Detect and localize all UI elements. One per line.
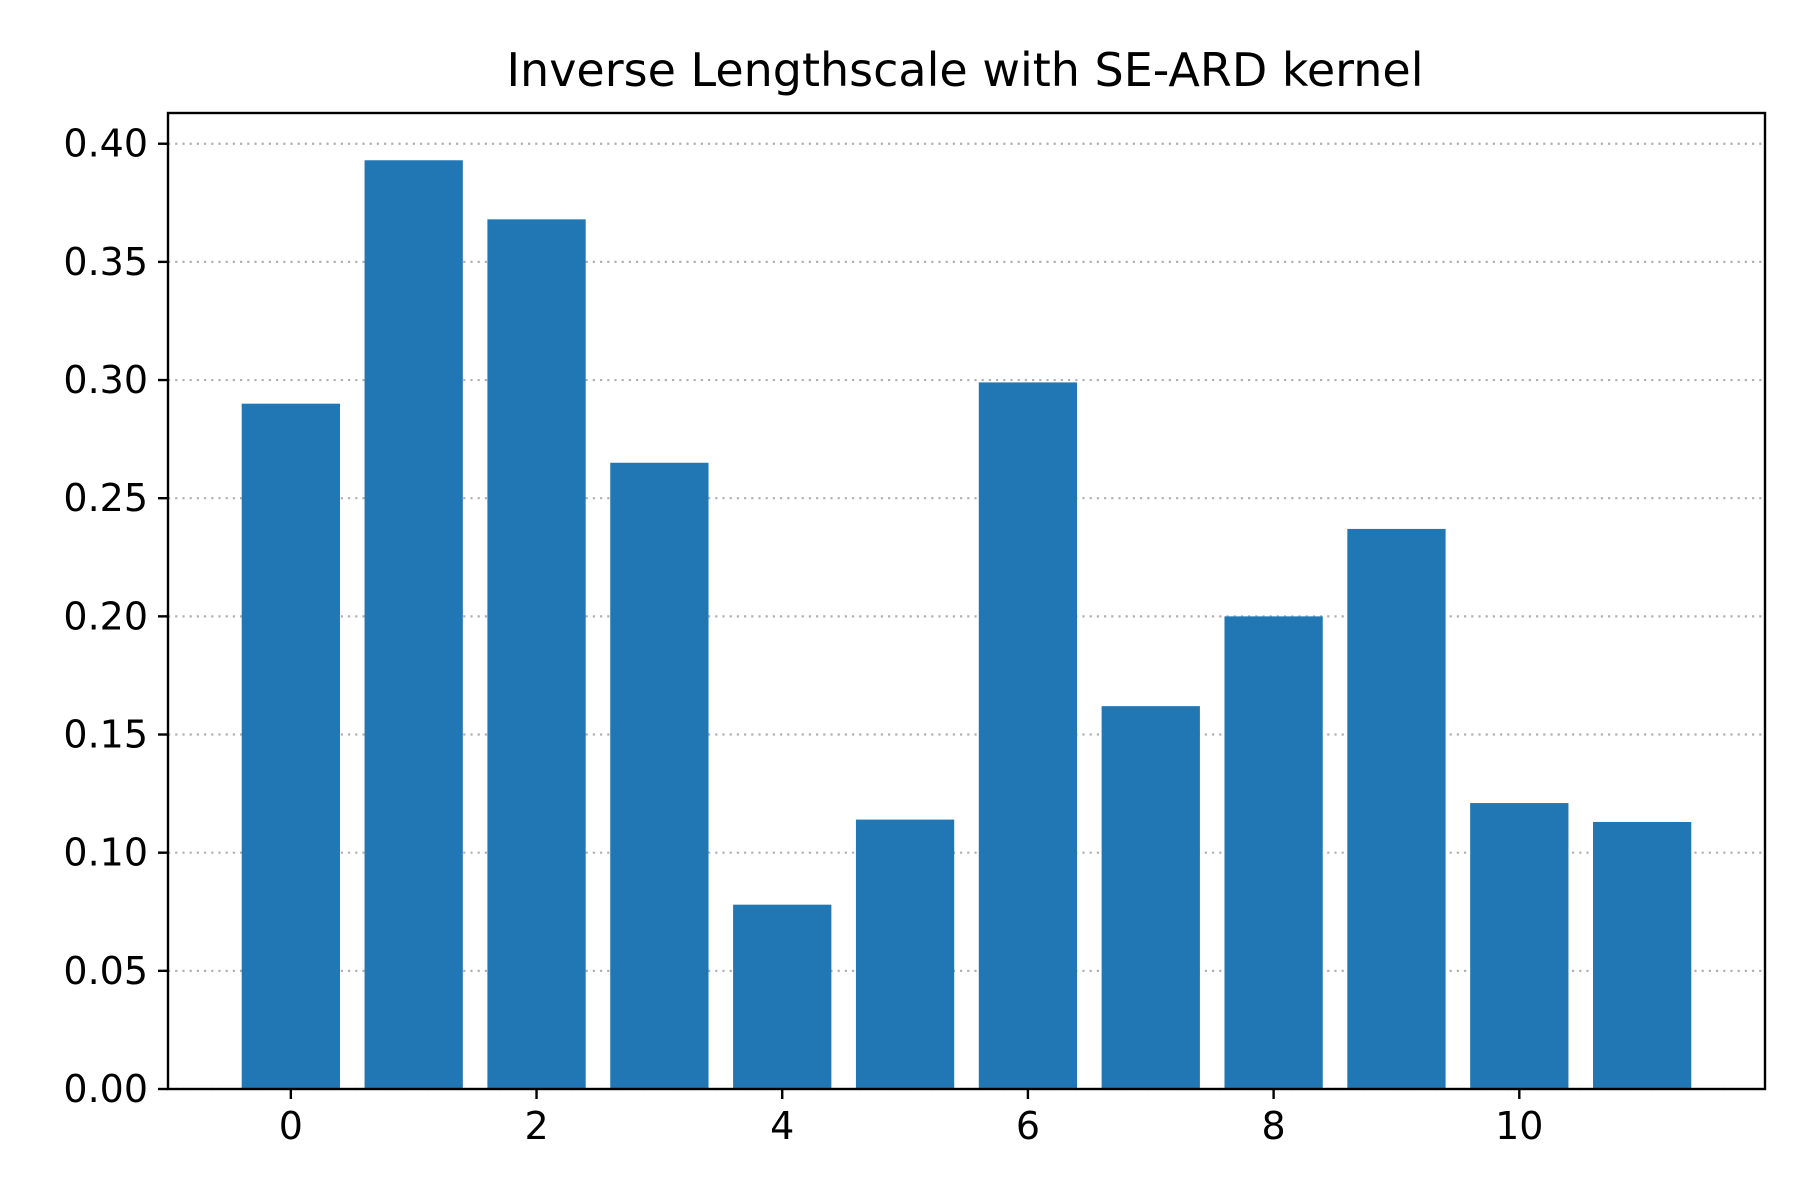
- bar-3: [610, 462, 709, 1089]
- y-tick-label-4: 0.20: [63, 594, 148, 638]
- bar-4: [733, 904, 832, 1089]
- bar-10: [1470, 803, 1569, 1089]
- y-tick-label-1: 0.05: [63, 949, 148, 993]
- x-axis-ticks: 0 2 4 6 8 10: [279, 1089, 1543, 1148]
- x-tick-label-1: 2: [524, 1104, 548, 1148]
- y-tick-label-3: 0.15: [63, 713, 148, 757]
- bar-2: [487, 219, 586, 1090]
- axes-frame: [166, 111, 1767, 1091]
- bar-6: [978, 382, 1078, 1089]
- bar-5: [855, 819, 955, 1089]
- bar-0: [241, 403, 340, 1090]
- y-tick-label-8: 0.40: [63, 122, 148, 166]
- bar-7: [1101, 706, 1200, 1089]
- x-tick-label-3: 6: [1016, 1104, 1040, 1148]
- x-tick-label-2: 4: [770, 1104, 794, 1148]
- bar-8: [1224, 616, 1323, 1089]
- bar-9: [1347, 528, 1446, 1089]
- x-tick-label-4: 8: [1262, 1104, 1286, 1148]
- y-tick-label-0: 0.00: [63, 1067, 148, 1111]
- y-tick-label-7: 0.35: [63, 240, 148, 284]
- y-axis-ticks: 0.00 0.05 0.10 0.15 0.20 0.25 0.30 0.35 0.40: [63, 122, 168, 1111]
- y-tick-label-5: 0.25: [63, 476, 148, 520]
- bar-11: [1593, 821, 1692, 1089]
- bars: [241, 160, 1692, 1090]
- bar-1: [364, 160, 463, 1089]
- y-tick-label-6: 0.30: [63, 358, 148, 402]
- chart-title: Inverse Lengthscale with SE-ARD kernel: [506, 43, 1423, 97]
- x-tick-label-0: 0: [279, 1104, 303, 1148]
- y-tick-label-2: 0.10: [63, 831, 148, 875]
- x-tick-label-5: 10: [1495, 1104, 1543, 1148]
